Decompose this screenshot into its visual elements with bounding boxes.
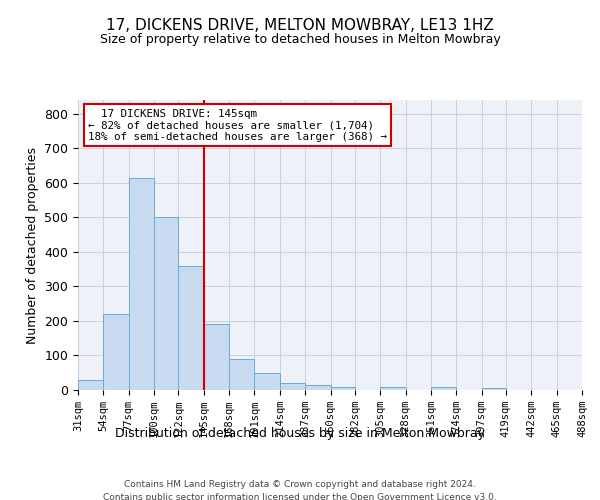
Bar bbox=[331, 386, 355, 390]
Text: Contains public sector information licensed under the Open Government Licence v3: Contains public sector information licen… bbox=[103, 492, 497, 500]
Bar bbox=[78, 380, 103, 390]
Bar bbox=[380, 387, 406, 390]
Bar bbox=[482, 388, 506, 390]
Bar bbox=[154, 218, 178, 390]
Text: Distribution of detached houses by size in Melton Mowbray: Distribution of detached houses by size … bbox=[115, 428, 485, 440]
Bar bbox=[103, 314, 129, 390]
Bar bbox=[129, 178, 154, 390]
Bar bbox=[431, 387, 456, 390]
Text: 17 DICKENS DRIVE: 145sqm
← 82% of detached houses are smaller (1,704)
18% of sem: 17 DICKENS DRIVE: 145sqm ← 82% of detach… bbox=[88, 108, 387, 142]
Y-axis label: Number of detached properties: Number of detached properties bbox=[26, 146, 39, 344]
Bar bbox=[204, 324, 229, 390]
Bar bbox=[229, 359, 254, 390]
Bar bbox=[280, 383, 305, 390]
Bar bbox=[254, 372, 280, 390]
Text: Contains HM Land Registry data © Crown copyright and database right 2024.: Contains HM Land Registry data © Crown c… bbox=[124, 480, 476, 489]
Text: 17, DICKENS DRIVE, MELTON MOWBRAY, LE13 1HZ: 17, DICKENS DRIVE, MELTON MOWBRAY, LE13 … bbox=[106, 18, 494, 32]
Bar bbox=[305, 385, 331, 390]
Text: Size of property relative to detached houses in Melton Mowbray: Size of property relative to detached ho… bbox=[100, 32, 500, 46]
Bar bbox=[178, 266, 204, 390]
